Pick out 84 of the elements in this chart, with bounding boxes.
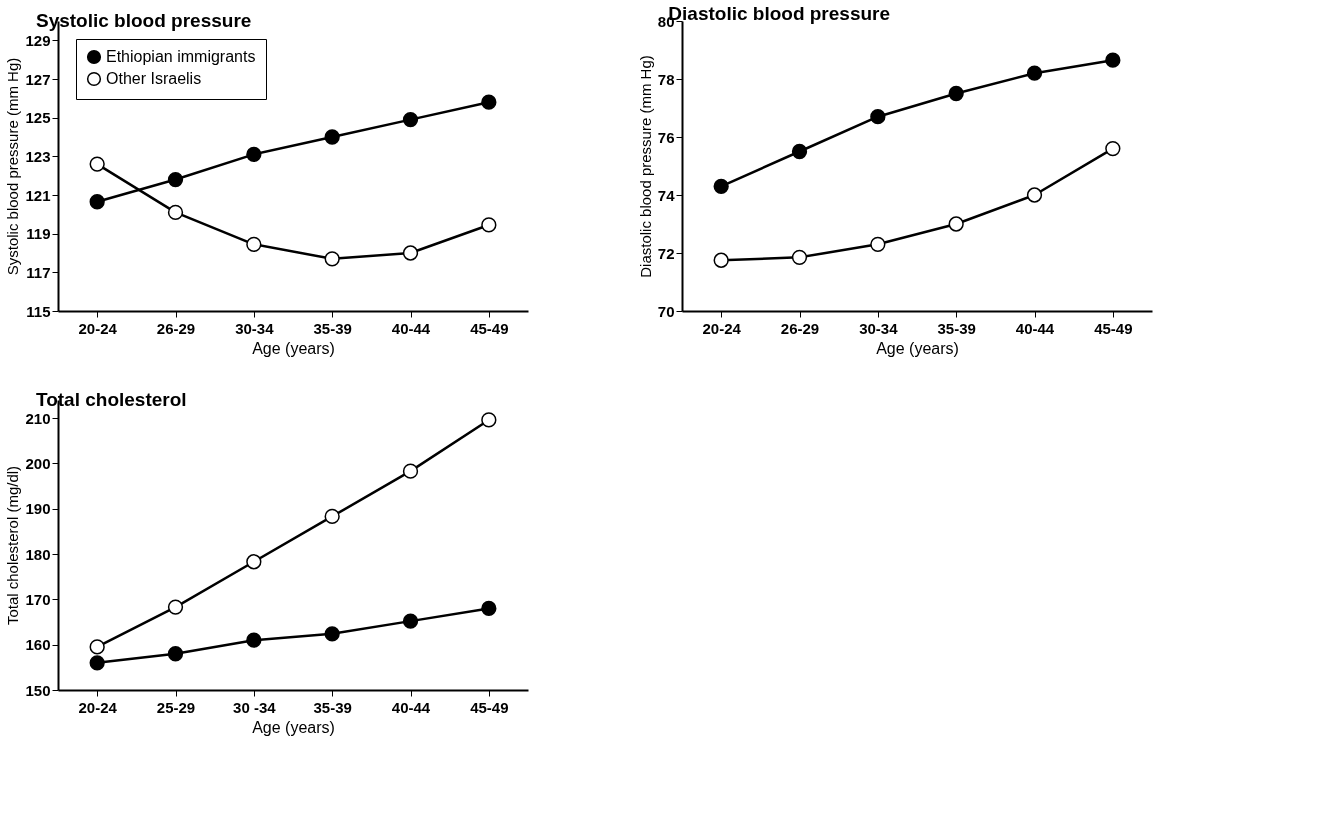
x-tick-label: 25-29 [156, 698, 196, 716]
x-tick-label: 30-34 [235, 319, 275, 337]
point [167, 204, 184, 221]
y-tick-label: 210 [25, 409, 51, 427]
x-tick-label: 30-34 [859, 319, 899, 337]
x-tick-label: 20-24 [702, 319, 742, 337]
x-axis-title: Age (years) [876, 339, 959, 357]
point [481, 217, 497, 233]
x-tick-label: 35-39 [937, 319, 976, 337]
y-tick-label: 123 [25, 147, 51, 165]
point [324, 129, 340, 145]
point [167, 599, 184, 615]
point [324, 508, 340, 525]
y-axis-title: Total cholesterol (mg/dl) [4, 465, 22, 626]
x-tick-label: 40-44 [1015, 319, 1055, 337]
point [246, 632, 262, 648]
chart-title: Systolic blood pressure [35, 10, 252, 31]
y-tick-label: 160 [25, 636, 51, 654]
legend-label: Ethiopian immigrants [106, 48, 256, 65]
chart-title: Total cholesterol [35, 389, 187, 410]
point [948, 85, 964, 102]
y-tick-label: 190 [25, 500, 51, 518]
legend-label: Other Israelis [106, 70, 202, 87]
y-tick-label: 119 [26, 225, 51, 243]
y-tick-label: 200 [25, 454, 51, 472]
y-tick-label: 125 [25, 109, 51, 127]
point [870, 236, 886, 252]
y-tick-label: 129 [25, 31, 51, 49]
y-axis-title: Diastolic blood pressure (mm Hg) [636, 55, 654, 278]
point [246, 146, 262, 163]
x-tick-label: 30 -34 [233, 698, 277, 716]
point [324, 626, 340, 642]
point [167, 171, 184, 188]
y-tick-label: 150 [25, 681, 51, 699]
x-axis-title: Age (years) [252, 339, 335, 357]
x-tick-label: 45-49 [1094, 319, 1133, 337]
point [402, 245, 419, 261]
point [481, 94, 497, 110]
y-tick-label: 180 [25, 545, 51, 563]
point [167, 646, 184, 662]
point [791, 143, 808, 160]
y-tick-label: 70 [657, 302, 675, 320]
y-tick-label: 78 [657, 70, 675, 88]
point [870, 109, 886, 125]
y-tick-label: 115 [26, 302, 51, 320]
x-tick-label: 26-29 [156, 319, 196, 337]
y-tick-label: 76 [657, 128, 675, 146]
y-tick-label: 72 [657, 244, 675, 262]
point [1026, 187, 1043, 203]
y-axis-title: Systolic blood pressure (mm Hg) [4, 57, 22, 276]
x-tick-label: 45-49 [470, 698, 509, 716]
point [246, 554, 262, 570]
point [1105, 140, 1121, 157]
point [791, 249, 808, 265]
x-tick-label: 40-44 [391, 698, 431, 716]
point [89, 639, 105, 655]
point [1105, 52, 1121, 68]
x-tick-label: 35-39 [313, 698, 352, 716]
point [246, 236, 262, 252]
y-tick-label: 117 [26, 263, 51, 281]
point [402, 111, 419, 128]
point [402, 613, 419, 629]
point [713, 178, 729, 194]
x-axis-title: Age (years) [252, 718, 335, 736]
x-tick-label: 20-24 [78, 698, 118, 716]
x-tick-label: 26-29 [780, 319, 820, 337]
point [89, 194, 105, 210]
y-tick-label: 127 [25, 70, 51, 88]
y-tick-label: 170 [25, 590, 51, 608]
x-tick-label: 40-44 [391, 319, 431, 337]
point [713, 252, 729, 268]
point [402, 463, 419, 479]
point [324, 251, 340, 267]
point [1026, 65, 1043, 81]
point [481, 412, 497, 428]
x-tick-label: 20-24 [78, 319, 118, 337]
x-tick-label: 35-39 [313, 319, 352, 337]
point [89, 655, 105, 671]
point [89, 156, 105, 172]
x-tick-label: 45-49 [470, 319, 509, 337]
point [948, 216, 964, 232]
point [481, 600, 497, 617]
y-tick-label: 74 [657, 186, 676, 204]
y-tick-label: 121 [25, 186, 51, 204]
